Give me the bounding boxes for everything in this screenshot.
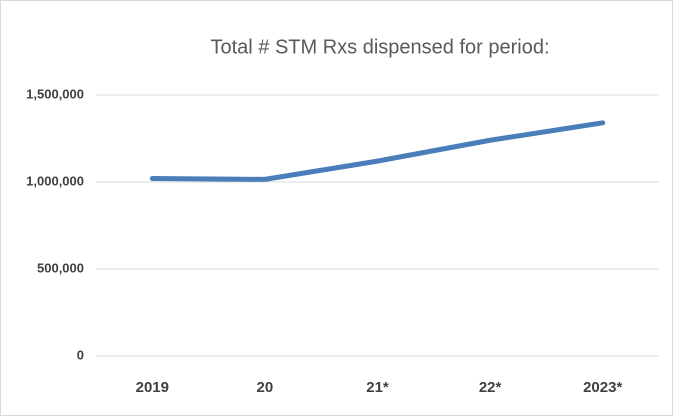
chart-title: Total # STM Rxs dispensed for period: bbox=[210, 36, 549, 58]
y-tick-label: 1,000,000 bbox=[26, 173, 84, 188]
x-tick-label: 2023* bbox=[583, 379, 622, 396]
y-tick-label: 500,000 bbox=[37, 260, 84, 275]
x-tick-label: 21* bbox=[366, 379, 389, 396]
x-tick-label: 20 bbox=[257, 379, 274, 396]
y-tick-label: 0 bbox=[77, 347, 84, 362]
x-tick-label: 2019 bbox=[136, 379, 169, 396]
x-tick-label: 22* bbox=[479, 379, 502, 396]
line bbox=[149, 120, 606, 182]
y-tick-label: 1,500,000 bbox=[26, 86, 84, 101]
